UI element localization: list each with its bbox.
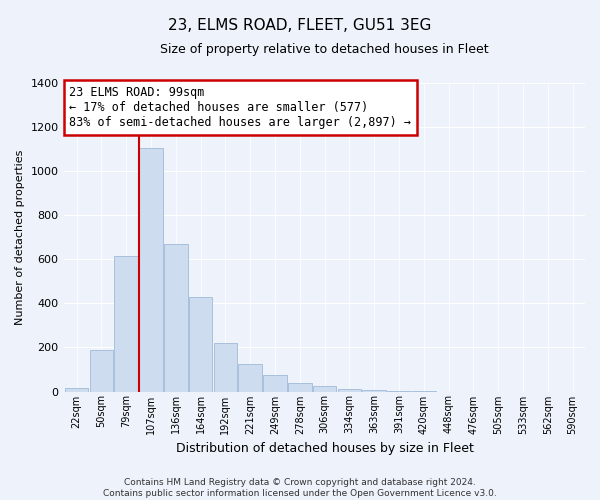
- Bar: [115, 256, 138, 392]
- Bar: [65, 388, 88, 392]
- Bar: [89, 350, 113, 392]
- Text: Contains HM Land Registry data © Crown copyright and database right 2024.
Contai: Contains HM Land Registry data © Crown c…: [103, 478, 497, 498]
- Bar: [164, 244, 188, 392]
- X-axis label: Distribution of detached houses by size in Fleet: Distribution of detached houses by size …: [176, 442, 473, 455]
- Text: 23 ELMS ROAD: 99sqm
← 17% of detached houses are smaller (577)
83% of semi-detac: 23 ELMS ROAD: 99sqm ← 17% of detached ho…: [70, 86, 412, 129]
- Y-axis label: Number of detached properties: Number of detached properties: [15, 150, 25, 325]
- Bar: [189, 297, 212, 392]
- Title: Size of property relative to detached houses in Fleet: Size of property relative to detached ho…: [160, 42, 489, 56]
- Bar: [214, 343, 237, 392]
- Bar: [288, 382, 311, 392]
- Bar: [313, 386, 337, 392]
- Bar: [362, 390, 386, 392]
- Bar: [338, 390, 361, 392]
- Bar: [263, 375, 287, 392]
- Bar: [139, 148, 163, 392]
- Text: 23, ELMS ROAD, FLEET, GU51 3EG: 23, ELMS ROAD, FLEET, GU51 3EG: [169, 18, 431, 32]
- Bar: [238, 364, 262, 392]
